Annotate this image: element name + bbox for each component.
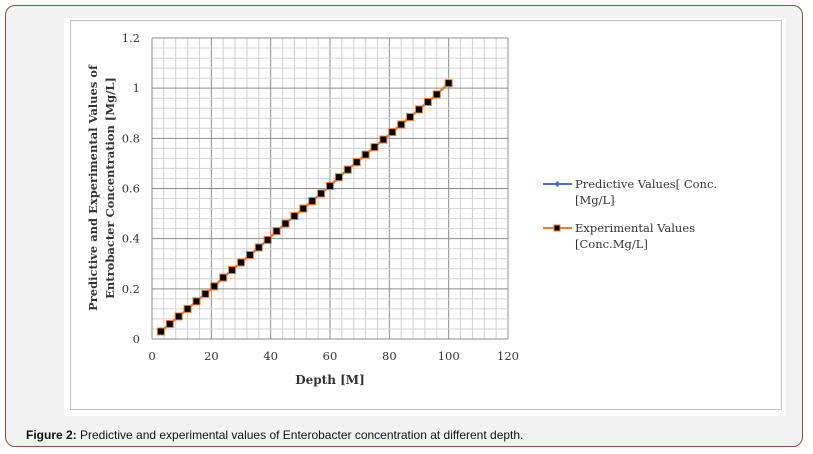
x-tick-label: 60 xyxy=(323,349,338,363)
x-tick-label: 40 xyxy=(263,349,278,363)
caption-label: Figure 2: xyxy=(26,428,77,442)
legend-predictive-line1: Predictive Values[ Conc. xyxy=(575,177,717,191)
x-tick-label: 100 xyxy=(438,349,460,363)
data-point-experimental xyxy=(379,135,388,144)
x-tick-label: 120 xyxy=(497,349,519,363)
y-tick-label: 0.2 xyxy=(122,282,140,296)
data-point-experimental xyxy=(361,150,370,159)
data-point-experimental xyxy=(201,289,210,298)
data-point-experimental xyxy=(334,173,343,182)
legend-diamond-icon xyxy=(554,181,561,187)
data-point-experimental xyxy=(156,327,165,336)
data-point-experimental xyxy=(165,319,174,328)
y-tick-label: 1 xyxy=(133,81,140,95)
data-point-experimental xyxy=(308,197,317,206)
data-point-experimental xyxy=(370,143,379,152)
data-point-experimental xyxy=(281,219,290,228)
data-point-experimental xyxy=(343,165,352,174)
data-point-experimental xyxy=(406,113,415,122)
data-point-experimental xyxy=(317,189,326,198)
legend-square-icon xyxy=(553,224,561,232)
caption-text: Predictive and experimental values of En… xyxy=(76,428,524,442)
legend-experimental-line1: Experimental Values xyxy=(575,221,695,235)
y-axis-label-line2: Entrobacter Concentration [Mg/L] xyxy=(103,77,117,299)
data-point-experimental xyxy=(245,250,254,259)
data-point-experimental xyxy=(183,304,192,313)
legend-predictive-line2: [Mg/L] xyxy=(575,193,615,207)
data-point-experimental xyxy=(326,181,334,190)
data-point-experimental xyxy=(263,235,272,244)
data-point-experimental xyxy=(388,128,397,137)
data-point-experimental xyxy=(272,227,281,236)
x-tick-label: 80 xyxy=(382,349,397,363)
y-tick-label: 1.2 xyxy=(122,31,140,45)
y-tick-label: 0 xyxy=(133,332,140,346)
legend: Predictive Values[ Conc. [Mg/L] Experime… xyxy=(543,177,717,251)
data-point-experimental xyxy=(299,204,308,213)
chart-frame xyxy=(70,20,782,410)
y-tick-label: 0.8 xyxy=(122,131,140,145)
data-point-experimental xyxy=(237,258,245,267)
y-axis-label-line1: Predictive and Experimental Values of xyxy=(86,64,100,311)
data-point-experimental xyxy=(219,273,228,282)
figure-caption: Figure 2: Predictive and experimental va… xyxy=(26,428,523,442)
data-point-experimental xyxy=(210,282,219,291)
data-point-experimental xyxy=(254,243,263,252)
data-point-experimental xyxy=(290,212,299,221)
data-point-experimental xyxy=(432,90,441,99)
data-point-experimental xyxy=(444,79,453,88)
x-axis-label: Depth [M] xyxy=(295,373,365,387)
data-point-experimental xyxy=(352,158,361,167)
data-point-experimental xyxy=(423,97,432,106)
x-tick-label: 0 xyxy=(148,349,155,363)
data-point-experimental xyxy=(228,266,237,275)
data-point-experimental xyxy=(192,297,201,306)
data-point-experimental xyxy=(174,312,183,321)
data-point-experimental xyxy=(415,105,423,114)
legend-experimental-line2: [Conc.Mg/L] xyxy=(575,237,648,251)
x-tick-label: 20 xyxy=(204,349,219,363)
y-tick-label: 0.6 xyxy=(122,182,140,196)
data-point-experimental xyxy=(397,120,406,129)
y-tick-label: 0.4 xyxy=(122,232,140,246)
